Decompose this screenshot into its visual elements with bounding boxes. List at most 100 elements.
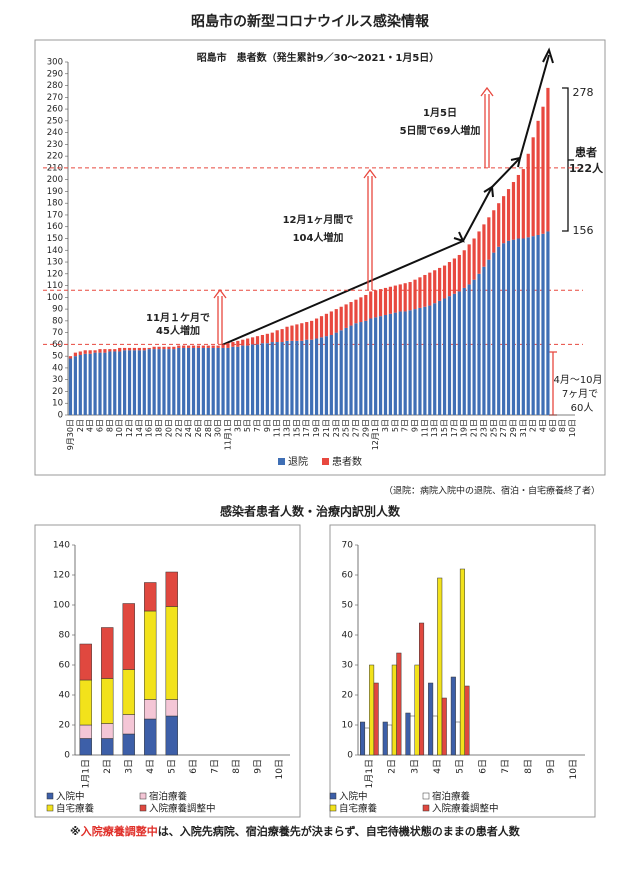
x-tick-label: 3日 bbox=[123, 759, 134, 774]
bar bbox=[396, 652, 402, 756]
y-tick-label: 290 bbox=[47, 69, 63, 79]
bar bbox=[354, 323, 358, 415]
bar bbox=[147, 349, 151, 415]
bar bbox=[221, 344, 225, 348]
y-tick-label: 260 bbox=[47, 105, 63, 115]
y-tick-label: 40 bbox=[59, 691, 71, 701]
bar bbox=[359, 297, 363, 323]
bar bbox=[246, 345, 250, 415]
bar bbox=[423, 306, 427, 415]
bar bbox=[511, 182, 516, 240]
bar bbox=[182, 347, 186, 415]
bar bbox=[502, 196, 506, 244]
x-tick-label: 2日 bbox=[529, 419, 538, 432]
section-title: 感染者患者人数・治療内訳別人数 bbox=[220, 504, 401, 519]
x-tick-label: 10日 bbox=[115, 419, 124, 437]
bar bbox=[83, 350, 87, 354]
bar bbox=[152, 349, 156, 415]
bar bbox=[467, 244, 471, 285]
legend-label: 宿泊療養 bbox=[149, 791, 188, 803]
bar bbox=[123, 350, 127, 415]
bar bbox=[68, 358, 73, 415]
bar bbox=[290, 325, 294, 341]
bar bbox=[165, 571, 178, 607]
bar bbox=[83, 353, 87, 415]
bar bbox=[216, 345, 220, 348]
bar bbox=[329, 311, 333, 335]
bar bbox=[144, 718, 157, 756]
bar bbox=[68, 356, 73, 359]
legend-label: 入院療養調整中 bbox=[149, 803, 216, 815]
bar bbox=[393, 312, 397, 415]
bar bbox=[290, 340, 294, 415]
bar bbox=[442, 265, 447, 299]
bar bbox=[472, 238, 476, 280]
x-tick-label: 2日 bbox=[76, 419, 85, 432]
bar bbox=[433, 270, 437, 304]
x-tick-label: 1月1日 bbox=[80, 759, 91, 788]
bar bbox=[157, 346, 161, 350]
x-tick-label: 15日 bbox=[440, 419, 449, 437]
y-tick-label: 10 bbox=[52, 399, 63, 409]
bar bbox=[314, 318, 319, 339]
bar bbox=[492, 210, 496, 253]
x-tick-label: 1月1日 bbox=[364, 759, 375, 788]
x-tick-label: 21日 bbox=[470, 419, 479, 437]
bar bbox=[354, 299, 358, 324]
bar bbox=[541, 106, 545, 234]
bar bbox=[152, 346, 156, 350]
legend-label: 宿泊療養 bbox=[432, 791, 471, 803]
bar bbox=[433, 303, 437, 415]
bar bbox=[221, 347, 225, 415]
x-tick-label: 25日 bbox=[342, 419, 351, 437]
bar bbox=[349, 325, 353, 415]
x-tick-label: 6日 bbox=[548, 419, 557, 432]
bar bbox=[88, 353, 92, 415]
annotation: 60人 bbox=[571, 402, 594, 414]
bar bbox=[280, 342, 284, 415]
bar bbox=[413, 309, 417, 415]
bar bbox=[78, 354, 82, 415]
bar bbox=[314, 338, 319, 415]
bar bbox=[452, 293, 457, 415]
legend-swatch bbox=[422, 804, 430, 812]
annotation: 278 bbox=[573, 86, 594, 99]
legend-swatch bbox=[46, 792, 54, 800]
bar bbox=[546, 231, 550, 415]
bar bbox=[324, 313, 329, 337]
bar bbox=[403, 283, 407, 312]
x-tick-label: 13日 bbox=[430, 419, 439, 437]
y-tick-label: 240 bbox=[47, 128, 63, 138]
bar bbox=[521, 238, 525, 415]
bar bbox=[378, 316, 383, 415]
bar bbox=[428, 682, 434, 756]
bar bbox=[250, 337, 255, 345]
bar bbox=[98, 349, 102, 353]
x-tick-label: 7日 bbox=[401, 419, 410, 432]
bar bbox=[250, 344, 255, 415]
bar bbox=[452, 258, 457, 294]
x-tick-label: 5日 bbox=[166, 759, 177, 774]
x-tick-label: 23日 bbox=[332, 419, 341, 437]
bar bbox=[191, 347, 196, 415]
x-tick-label: 8日 bbox=[523, 759, 534, 774]
bar bbox=[93, 350, 97, 353]
bar bbox=[79, 738, 92, 756]
arrow-dec bbox=[363, 168, 377, 290]
bar bbox=[438, 267, 442, 301]
annotation: 患者 bbox=[575, 145, 597, 159]
y-tick-label: 10 bbox=[342, 721, 354, 731]
x-tick-label: 21日 bbox=[322, 419, 331, 437]
bar bbox=[127, 350, 132, 415]
bar bbox=[73, 356, 77, 415]
bar bbox=[236, 340, 240, 347]
x-tick-label: 27日 bbox=[499, 419, 508, 437]
bar bbox=[393, 285, 397, 313]
legend-swatch bbox=[46, 804, 54, 812]
bar bbox=[196, 345, 201, 348]
bar bbox=[360, 721, 366, 756]
bar bbox=[300, 340, 304, 415]
y-tick-label: 140 bbox=[53, 541, 70, 551]
bar bbox=[172, 346, 176, 350]
y-tick-label: 110 bbox=[47, 281, 63, 291]
